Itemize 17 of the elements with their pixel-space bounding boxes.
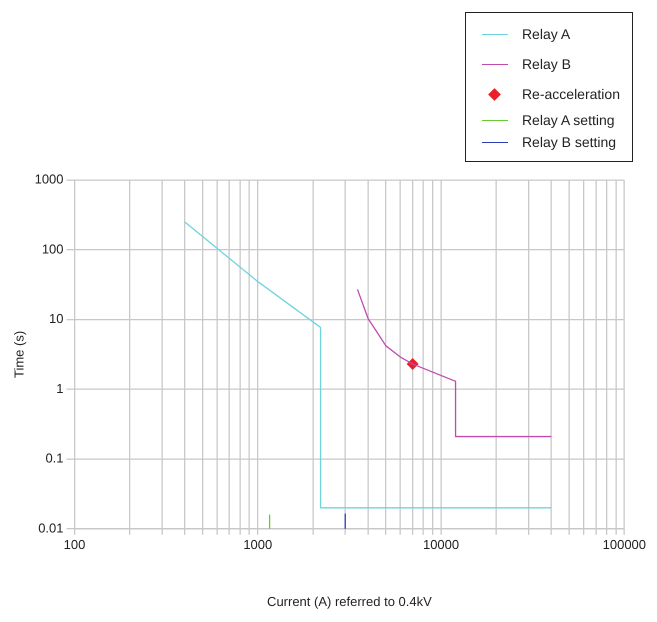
y-tick-label: 1 [56, 380, 64, 396]
legend-label: Relay A [522, 26, 570, 42]
y-tick-label: 0.01 [38, 520, 64, 536]
legend-label: Re-acceleration [522, 86, 620, 102]
y-axis-title: Time (s) [11, 330, 26, 378]
x-axis-title: Current (A) referred to 0.4kV [267, 594, 432, 609]
x-tick-label: 100000 [602, 537, 646, 552]
legend-label: Relay B [522, 56, 571, 72]
y-tick-label: 0.1 [45, 450, 64, 466]
x-tick-label: 100 [64, 537, 86, 552]
x-tick-label: 10000 [422, 537, 460, 552]
legend-label: Relay B setting [522, 134, 616, 150]
y-tick-label: 100 [42, 241, 64, 256]
y-tick-label: 1000 [34, 172, 64, 187]
y-tick-label: 10 [49, 311, 64, 326]
legend-label: Relay A setting [522, 112, 615, 128]
x-tick-label: 1000 [243, 537, 272, 552]
